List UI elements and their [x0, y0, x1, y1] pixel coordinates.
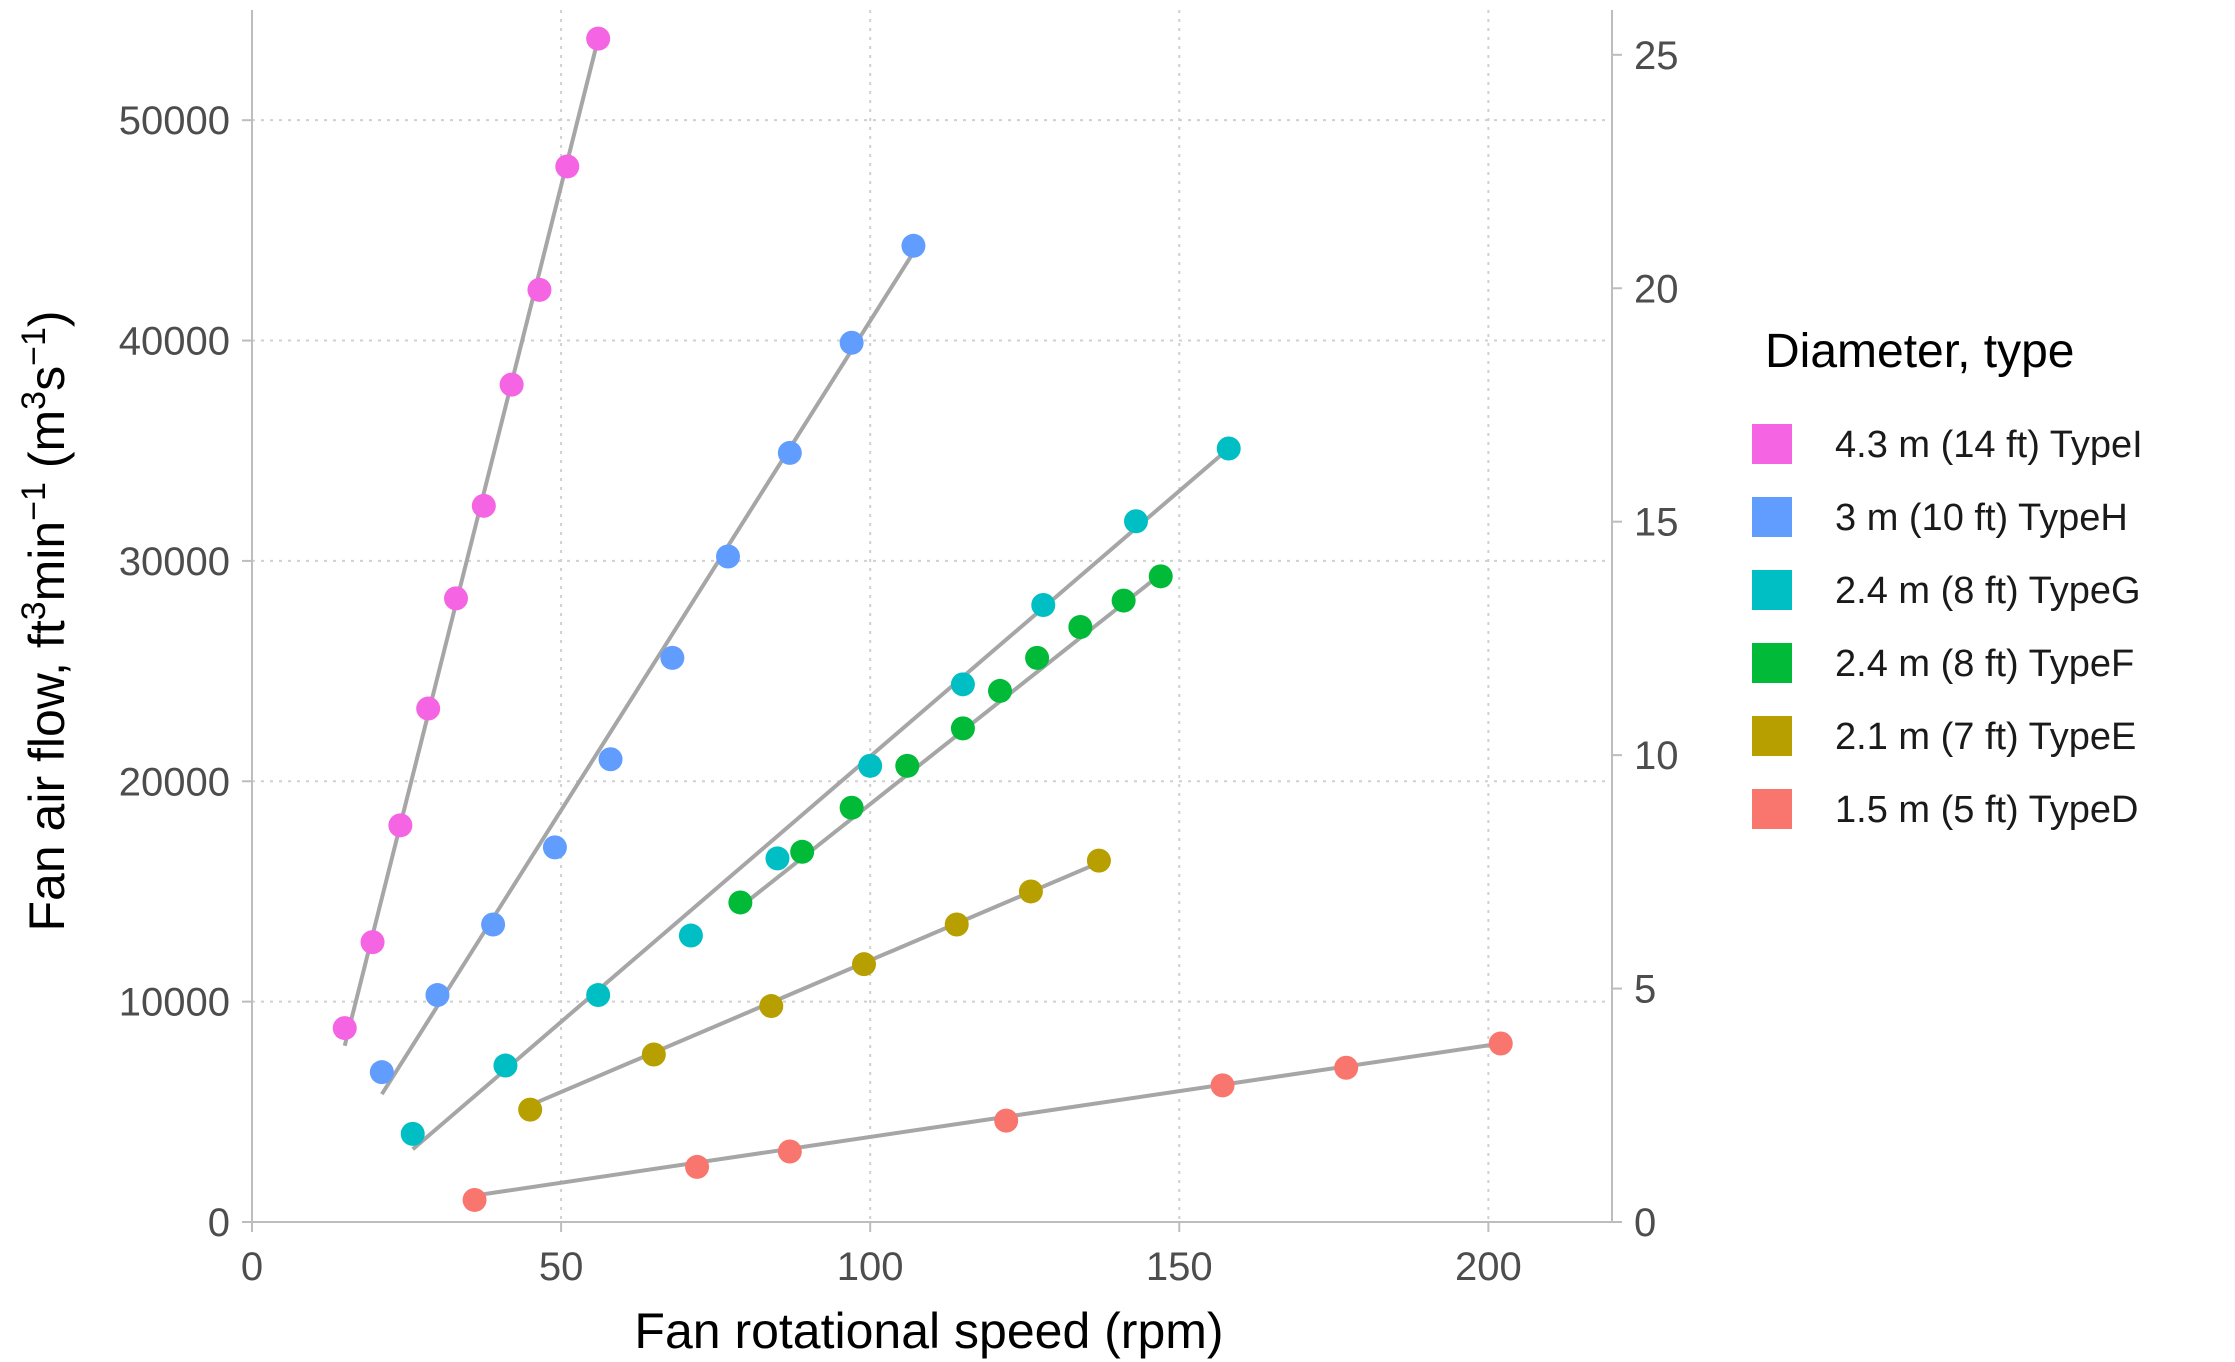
data-point — [988, 678, 1012, 703]
data-point — [369, 1060, 394, 1085]
data-point — [360, 930, 385, 955]
data-point — [1111, 588, 1136, 613]
legend-swatch — [1752, 424, 1792, 464]
data-point — [527, 277, 552, 302]
data-point — [839, 795, 864, 820]
data-point — [1068, 615, 1093, 640]
data-point — [1210, 1073, 1235, 1098]
data-point — [1124, 509, 1148, 534]
fit-line — [380, 251, 916, 1096]
data-point — [660, 645, 685, 670]
data-point — [944, 912, 969, 937]
y-tick-label: 0 — [208, 1201, 230, 1245]
data-point — [1086, 848, 1111, 873]
legend-swatch — [1752, 789, 1792, 829]
y2-tick-label: 0 — [1634, 1201, 1656, 1245]
data-point — [685, 1154, 710, 1179]
x-tick-label: 50 — [539, 1245, 584, 1289]
data-point — [1031, 592, 1056, 617]
x-tick-label: 150 — [1146, 1245, 1213, 1289]
y-tick-label: 20000 — [119, 760, 230, 804]
data-point — [598, 747, 623, 772]
fit-line — [529, 860, 1100, 1108]
data-point — [444, 586, 468, 611]
data-point — [777, 1139, 802, 1164]
legend: Diameter, type 4.3 m (14 ft) TypeI 3 m (1… — [1752, 325, 2143, 831]
data-point — [332, 1016, 357, 1041]
y2-tick-label: 10 — [1634, 734, 1679, 778]
data-point — [950, 672, 975, 697]
data-point — [777, 440, 802, 465]
y-tick-label: 30000 — [119, 540, 230, 584]
y-tick-label: 10000 — [119, 981, 230, 1025]
data-point — [555, 154, 580, 179]
data-point — [994, 1108, 1019, 1133]
legend-title: Diameter, type — [1765, 325, 2074, 378]
legend-label: 2.4 m (8 ft) TypeF — [1835, 643, 2134, 685]
data-point — [1334, 1055, 1359, 1080]
data-point — [895, 753, 920, 778]
data-point — [416, 696, 441, 721]
data-point — [839, 330, 864, 355]
x-tick-label: 200 — [1455, 1245, 1522, 1289]
y-axis-title: Fan air flow, ft3min−1 (m3s−1) — [15, 310, 75, 931]
grid — [252, 10, 1612, 1222]
data-point — [852, 952, 876, 977]
legend-label: 1.5 m (5 ft) TypeD — [1835, 789, 2138, 831]
data-point — [400, 1121, 425, 1146]
data-point — [388, 813, 413, 838]
legend-label: 4.3 m (14 ft) TypeI — [1835, 424, 2143, 466]
y2-tick-label: 20 — [1634, 267, 1679, 311]
y2-tick-label: 5 — [1634, 968, 1656, 1012]
axes — [242, 10, 1622, 1232]
data-point — [678, 923, 703, 948]
data-point — [1018, 879, 1043, 904]
data-point — [493, 1053, 518, 1078]
y-tick-label: 50000 — [119, 99, 230, 143]
data-point — [542, 835, 567, 860]
y2-tick-label: 15 — [1634, 501, 1679, 545]
data-point — [759, 994, 784, 1019]
legend-swatch — [1752, 643, 1792, 683]
x-tick-label: 100 — [837, 1245, 904, 1289]
data-point — [1216, 436, 1241, 461]
data-point — [518, 1097, 543, 1122]
data-point — [499, 372, 524, 397]
legend-label: 3 m (10 ft) TypeH — [1835, 497, 2128, 539]
data-point — [950, 716, 975, 741]
x-axis-title: Fan rotational speed (rpm) — [634, 1303, 1223, 1359]
x-tick-label: 0 — [241, 1245, 263, 1289]
legend-swatch — [1752, 570, 1792, 610]
fit-line — [411, 447, 1231, 1151]
legend-label: 2.4 m (8 ft) TypeG — [1835, 570, 2141, 612]
data-point — [1148, 564, 1173, 589]
legend-items: 4.3 m (14 ft) TypeI 3 m (10 ft) TypeH 2.4 … — [1752, 424, 2143, 831]
data-point — [1025, 645, 1050, 670]
data-point — [858, 753, 883, 778]
data-point — [1488, 1031, 1513, 1056]
data-point — [728, 890, 753, 915]
data-points — [332, 26, 1513, 1212]
data-point — [586, 983, 611, 1008]
data-point — [641, 1042, 666, 1067]
legend-swatch — [1752, 716, 1792, 756]
fit-lines — [342, 38, 1502, 1198]
y2-tick-label: 25 — [1634, 34, 1679, 78]
data-point — [586, 26, 611, 51]
fit-line — [474, 1041, 1502, 1198]
tick-labels: 0 50 100 150 200 0 10000 20000 30000 40000 50000 0 5… — [119, 34, 1679, 1289]
data-point — [790, 839, 815, 864]
legend-swatch — [1752, 497, 1792, 537]
data-point — [425, 983, 450, 1008]
y-tick-label: 40000 — [119, 320, 230, 364]
data-point — [481, 912, 506, 937]
data-point — [765, 846, 790, 871]
data-point — [462, 1187, 487, 1212]
data-point — [716, 544, 740, 569]
fit-line — [342, 38, 601, 1047]
data-point — [471, 493, 496, 518]
data-point — [901, 233, 926, 258]
legend-label: 2.1 m (7 ft) TypeE — [1835, 716, 2136, 758]
